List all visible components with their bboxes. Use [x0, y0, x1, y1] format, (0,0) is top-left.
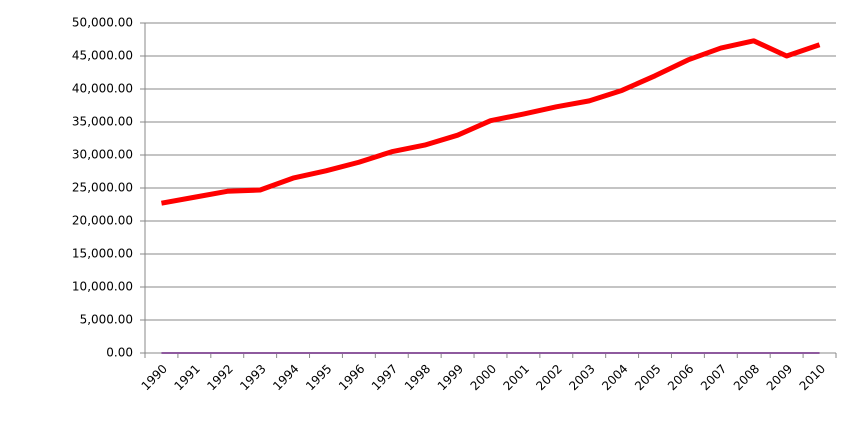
y-tick-label: 50,000.00 — [72, 16, 133, 30]
x-tick-label: 2001 — [501, 362, 532, 393]
x-tick-label: 2005 — [632, 362, 663, 393]
y-tick-label: 10,000.00 — [72, 280, 133, 294]
x-tick-label: 2007 — [698, 362, 729, 393]
x-tick-label: 1996 — [336, 362, 367, 393]
x-tick-label: 1999 — [435, 362, 466, 393]
x-tick-label: 1998 — [402, 362, 433, 393]
y-tick-label: 40,000.00 — [72, 82, 133, 96]
x-tick-label: 1997 — [369, 362, 400, 393]
y-tick-label: 15,000.00 — [72, 247, 133, 261]
y-tick-label: 0.00 — [106, 346, 133, 360]
x-tick-label: 2009 — [764, 362, 795, 393]
x-tick-label: 1994 — [270, 362, 301, 393]
x-tick-label: 2003 — [566, 362, 597, 393]
x-tick-label: 2002 — [533, 362, 564, 393]
y-tick-label: 35,000.00 — [72, 115, 133, 129]
x-tick-label: 1991 — [171, 362, 202, 393]
x-tick-label: 2008 — [731, 362, 762, 393]
x-tick-label: 1993 — [237, 362, 268, 393]
data-line — [161, 38, 821, 206]
y-tick-label: 30,000.00 — [72, 148, 133, 162]
y-tick-label: 20,000.00 — [72, 214, 133, 228]
x-tick-label: 2010 — [797, 362, 828, 393]
x-tick-label: 1990 — [139, 362, 170, 393]
x-tick-label: 2004 — [599, 362, 630, 393]
x-tick-label: 2000 — [468, 362, 499, 393]
y-tick-label: 5,000.00 — [80, 313, 133, 327]
x-tick-label: 2006 — [665, 362, 696, 393]
x-tick-label: 1992 — [204, 362, 235, 393]
x-tick-label: 1995 — [303, 362, 334, 393]
y-tick-label: 45,000.00 — [72, 49, 133, 63]
y-tick-label: 25,000.00 — [72, 181, 133, 195]
